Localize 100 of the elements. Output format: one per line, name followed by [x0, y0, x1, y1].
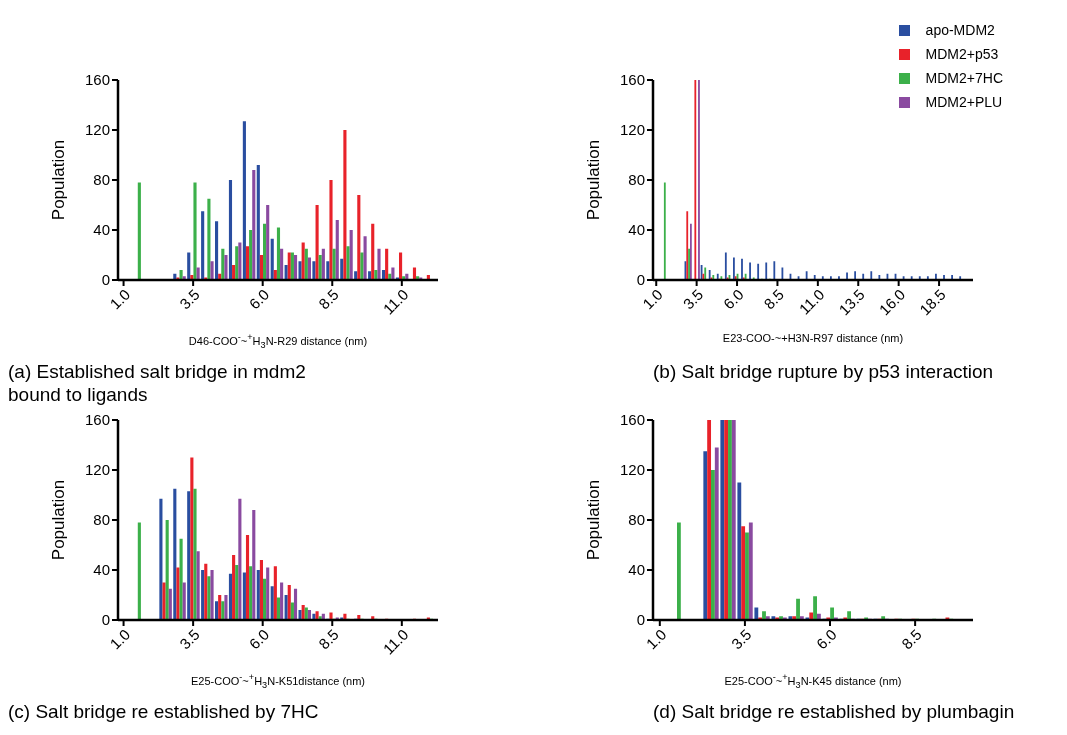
y-tick-label: 80: [93, 511, 110, 529]
bar: [273, 566, 277, 620]
x-tick-label: 3.5: [176, 625, 203, 653]
bar: [714, 447, 719, 620]
bar: [329, 180, 333, 280]
bar: [173, 488, 177, 620]
bar: [307, 257, 311, 280]
y-tick-label: 120: [84, 121, 110, 139]
bar: [707, 420, 712, 620]
bar: [724, 420, 729, 620]
bar: [201, 211, 205, 280]
bar: [728, 420, 732, 620]
bar: [287, 585, 291, 620]
bar: [329, 612, 333, 620]
bar: [377, 248, 381, 280]
bar: [235, 246, 239, 280]
y-tick-label: 160: [84, 411, 110, 429]
bar: [228, 180, 233, 280]
bar: [335, 220, 339, 280]
y-tick-label: 80: [93, 171, 110, 189]
bar: [187, 252, 191, 280]
bar: [215, 601, 219, 620]
bar: [813, 596, 817, 620]
bar: [357, 195, 361, 280]
bar: [847, 611, 852, 620]
bar: [137, 522, 141, 620]
y-axis-title: Population: [49, 139, 69, 221]
bar: [270, 586, 274, 620]
y-tick-label: 80: [628, 171, 645, 189]
bar: [137, 182, 141, 280]
bar: [215, 221, 219, 280]
bar: [298, 610, 302, 620]
x-axis-title: D46-COO$^{-}$~$^{+}$H$_{3}$N-R29 distance (nm): [187, 332, 369, 350]
bar: [201, 570, 205, 620]
y-tick-label: 40: [93, 221, 110, 239]
x-axis-title: E25-COO$^{-}$~$^{+}$H$_{3}$N-K45 distance (nm): [723, 672, 903, 690]
bar: [703, 451, 708, 620]
legend-label: MDM2+p53: [925, 46, 999, 62]
y-tick-label: 160: [84, 71, 110, 89]
bar: [266, 205, 270, 280]
bar: [190, 457, 194, 620]
bar: [796, 598, 800, 620]
bar: [312, 261, 316, 280]
text: (a) Established salt bridge in mdm2 bound to ligands: [8, 360, 307, 406]
bar: [270, 238, 274, 280]
bar: [238, 498, 242, 620]
bar: [360, 252, 364, 280]
bar: [737, 482, 742, 620]
x-axis-title: E25-COO$^{-}$~$^{+}$H$_{3}$N-K51distance (nm): [190, 672, 366, 690]
bar: [242, 121, 246, 280]
bar: [266, 567, 270, 620]
bar: [762, 611, 766, 620]
bar: [207, 198, 211, 280]
bar: [228, 573, 233, 620]
bar: [193, 488, 197, 620]
bar: [162, 582, 166, 620]
bar: [224, 595, 228, 620]
bar: [363, 236, 367, 280]
bar: [741, 526, 746, 620]
x-tick-label: 1.0: [642, 625, 670, 653]
bar: [276, 227, 281, 280]
bar: [676, 522, 681, 620]
bar: [349, 230, 353, 280]
bar: [238, 242, 242, 280]
x-tick-label: 6.0: [245, 625, 273, 653]
bar: [159, 498, 163, 620]
bar: [321, 248, 325, 280]
bar: [315, 205, 319, 280]
bar: [318, 255, 322, 280]
bar: [218, 595, 222, 620]
bar: [249, 566, 253, 620]
bar: [280, 582, 284, 620]
text: (c) Salt bridge re established by 7HC: [8, 700, 320, 723]
bar: [207, 576, 211, 620]
text: (d) Salt bridge re established by plumbagin: [653, 700, 1016, 723]
y-axis-title: Population: [49, 479, 69, 561]
x-tick-label: 11.0: [379, 285, 412, 318]
x-tick-label: 11.0: [795, 285, 828, 318]
bar: [165, 520, 169, 620]
bar: [221, 248, 225, 280]
bar: [187, 491, 191, 620]
bar: [179, 538, 183, 620]
bar: [340, 258, 344, 280]
bar: [193, 182, 197, 280]
x-axis-title: E23-COO-~+H3N-R97 distance (nm): [721, 332, 905, 344]
bar: [748, 522, 753, 620]
x-tick-label: 3.5: [176, 285, 203, 313]
bar: [711, 470, 715, 620]
x-tick-label: 3.5: [727, 625, 755, 653]
bar: [245, 246, 250, 280]
bar: [280, 248, 284, 280]
bar: [304, 248, 308, 280]
y-tick-label: 160: [619, 71, 645, 89]
x-tick-label: 6.0: [719, 285, 747, 313]
legend-label: MDM2+PLU: [925, 94, 1003, 110]
bar: [256, 165, 260, 280]
bar: [385, 248, 389, 280]
bar: [326, 261, 330, 280]
bar: [252, 170, 256, 280]
bar: [252, 510, 256, 620]
